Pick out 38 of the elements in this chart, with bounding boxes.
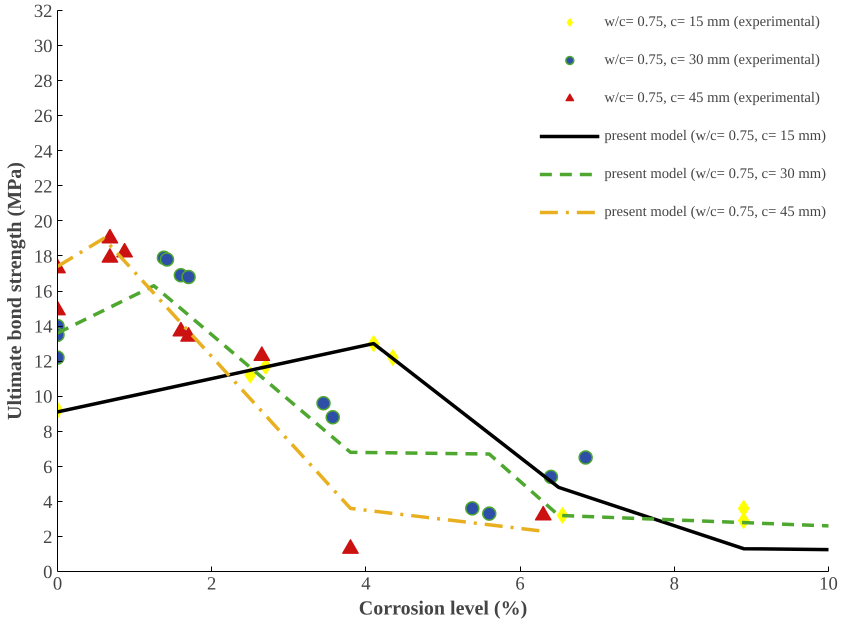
point bbox=[465, 501, 480, 516]
y-tick-label: 4 bbox=[43, 492, 54, 513]
legend-label: present model (w/c= 0.75, c= 15 mm) bbox=[604, 128, 826, 144]
legend-label: w/c= 0.75, c= 45 mm (experimental) bbox=[604, 90, 820, 106]
y-tick-label: 20 bbox=[34, 211, 52, 232]
point bbox=[482, 506, 497, 521]
y-tick-label: 26 bbox=[34, 106, 52, 128]
x-tick-label: 4 bbox=[361, 574, 372, 594]
legend-label: w/c= 0.75, c= 15 mm (experimental) bbox=[604, 14, 820, 30]
x-axis-title: Corrosion level (%) bbox=[358, 598, 528, 620]
legend-label: present model (w/c= 0.75, c= 30 mm) bbox=[604, 166, 826, 182]
y-tick-label: 6 bbox=[43, 456, 52, 478]
point bbox=[316, 396, 331, 410]
x-tick-label: 6 bbox=[515, 574, 525, 594]
y-tick-label: 24 bbox=[34, 141, 54, 162]
point bbox=[738, 500, 750, 517]
y-tick-label: 28 bbox=[34, 71, 52, 92]
point bbox=[160, 252, 174, 267]
x-tick-label: 2 bbox=[207, 574, 216, 594]
point bbox=[325, 410, 340, 424]
legend-label: present model (w/c= 0.75, c= 45 mm) bbox=[604, 204, 826, 220]
y-tick-label: 12 bbox=[34, 352, 52, 373]
y-tick-label: 8 bbox=[43, 422, 52, 443]
y-tick-label: 16 bbox=[34, 282, 52, 302]
y-tick-label: 22 bbox=[34, 176, 52, 198]
point bbox=[578, 450, 593, 465]
line-series bbox=[58, 284, 828, 528]
y-tick-label: 32 bbox=[34, 1, 52, 22]
y-tick-label: 10 bbox=[34, 386, 52, 408]
y-tick-label: 30 bbox=[34, 36, 52, 58]
x-tick-label: 8 bbox=[670, 574, 679, 594]
y-tick-label: 18 bbox=[34, 246, 52, 268]
y-tick-label: 2 bbox=[43, 526, 52, 548]
x-tick-label: 10 bbox=[819, 574, 838, 594]
point bbox=[181, 270, 196, 284]
y-tick-label: 14 bbox=[34, 316, 54, 338]
legend-label: w/c= 0.75, c= 30 mm (experimental) bbox=[604, 52, 820, 68]
y-axis-title: Ultimate bond strength (MPa) bbox=[4, 162, 26, 420]
